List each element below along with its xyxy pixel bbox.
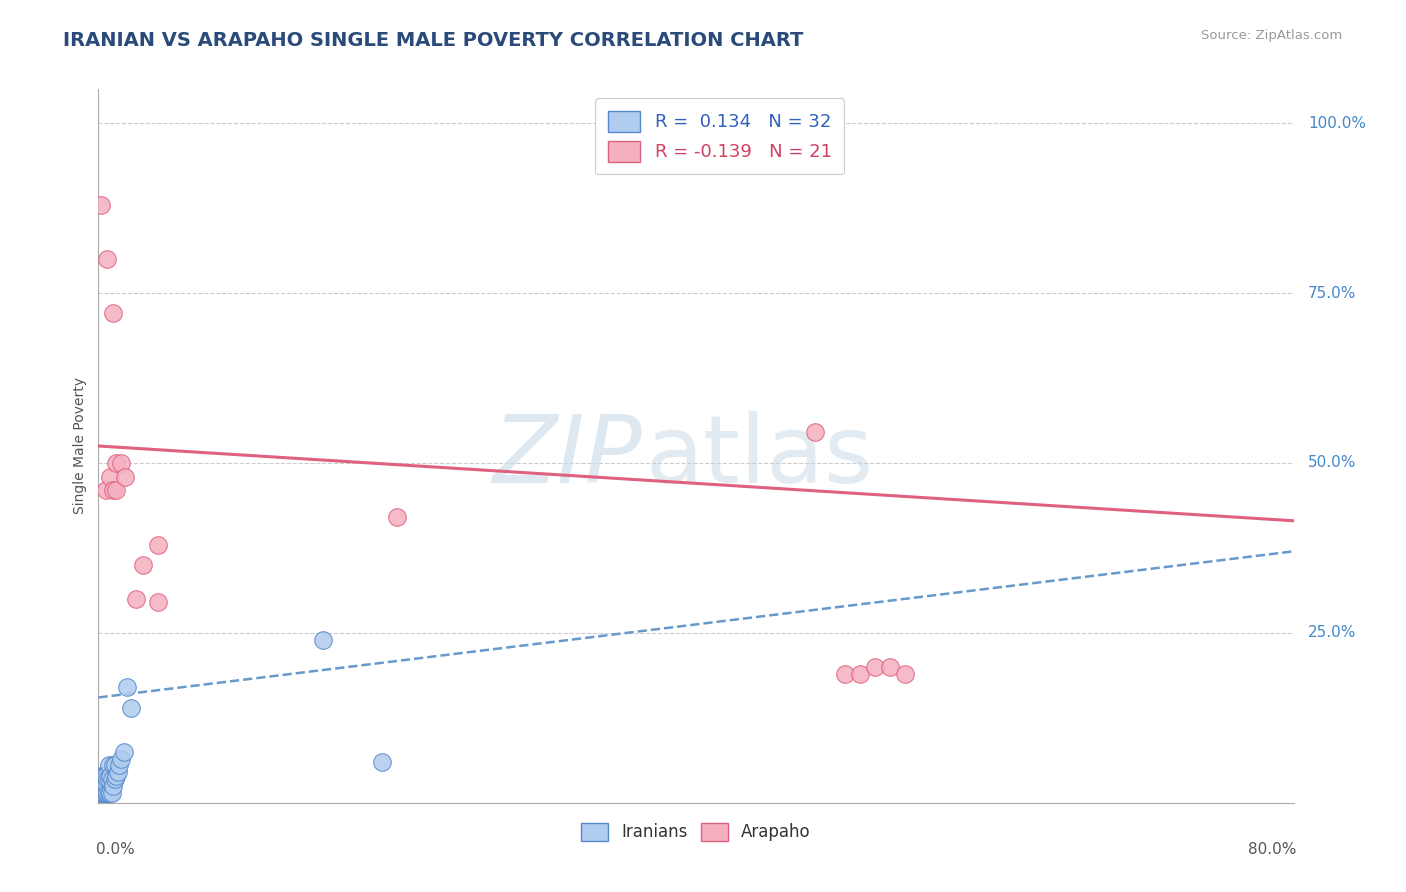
Point [98,769,122,783]
Point [385,510,409,524]
Point [94,769,117,783]
Point [371,755,394,769]
Point [148,595,170,609]
Point [103,758,125,772]
Text: atlas: atlas [645,410,875,503]
Point [90,198,112,212]
Point [91,769,114,783]
Point [107,765,129,780]
Point [90,786,112,800]
Point [110,456,132,470]
Point [894,666,917,681]
Point [865,660,887,674]
Point [125,591,148,606]
Point [311,632,333,647]
Y-axis label: Single Male Poverty: Single Male Poverty [73,377,87,515]
Point [94,483,117,498]
Point [94,777,117,791]
Point [105,483,128,498]
Text: 0.0%: 0.0% [96,842,135,857]
Point [114,469,136,483]
Point [89,786,111,800]
Text: Source: ZipAtlas.com: Source: ZipAtlas.com [1202,29,1343,42]
Point [834,666,856,681]
Text: 25.0%: 25.0% [1308,625,1357,640]
Point [101,772,124,786]
Point [112,745,135,759]
Point [96,786,118,800]
Text: IRANIAN VS ARAPAHO SINGLE MALE POVERTY CORRELATION CHART: IRANIAN VS ARAPAHO SINGLE MALE POVERTY C… [63,31,804,50]
Text: 50.0%: 50.0% [1308,456,1357,470]
Point [101,786,124,800]
Point [804,425,827,440]
Point [132,558,155,572]
Point [98,469,122,483]
Point [93,769,115,783]
Point [120,700,142,714]
Point [93,786,115,800]
Text: 100.0%: 100.0% [1308,116,1365,131]
Point [105,769,128,783]
Text: ZIP: ZIP [492,411,643,502]
Point [91,786,114,800]
Point [103,779,125,793]
Point [104,758,127,772]
Point [104,772,127,786]
Point [108,758,131,772]
Legend: Iranians, Arapaho: Iranians, Arapaho [575,816,817,848]
Point [148,537,170,551]
Text: 80.0%: 80.0% [1247,842,1296,857]
Point [110,751,132,765]
Point [105,456,128,470]
Point [94,786,117,800]
Text: 75.0%: 75.0% [1308,285,1357,301]
Point [849,666,872,681]
Point [98,786,122,800]
Point [103,483,125,498]
Point [96,772,118,786]
Point [879,660,901,674]
Point [90,769,112,783]
Point [97,758,120,772]
Point [115,680,138,694]
Point [103,306,125,320]
Point [97,786,120,800]
Point [96,252,118,266]
Point [97,772,120,786]
